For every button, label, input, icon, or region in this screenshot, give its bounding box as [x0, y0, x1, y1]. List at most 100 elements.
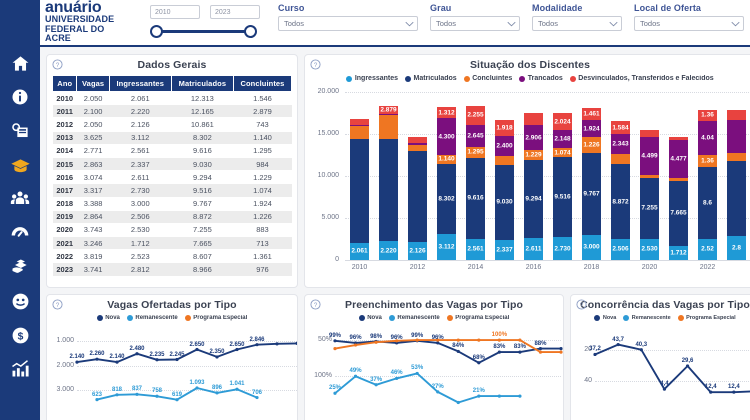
sidebar-item-cultura[interactable] [0, 284, 40, 318]
bar-segment[interactable] [726, 152, 747, 162]
table-row[interactable]: 2016 3.074 2.611 9.294 1.229 [52, 170, 292, 185]
data-point[interactable] [732, 390, 736, 394]
data-point[interactable] [436, 338, 440, 342]
data-point[interactable] [155, 358, 159, 362]
bar-segment[interactable]: 7.665 [668, 181, 689, 246]
bar-segment[interactable]: 9.616 [465, 157, 486, 239]
data-point[interactable] [75, 360, 79, 364]
bar-segment[interactable]: 2.8 [726, 236, 747, 260]
bar-group[interactable]: 1.312 4.300 1.140 8.302 3.112 [432, 92, 461, 260]
data-point[interactable] [135, 352, 139, 356]
data-point[interactable] [685, 364, 690, 368]
table-column-header[interactable]: Ano [51, 75, 78, 92]
question-circle-icon[interactable]: ? [310, 59, 321, 70]
bar-segment[interactable] [494, 156, 515, 165]
data-point[interactable] [295, 341, 298, 345]
sidebar-item-orcamento[interactable]: $ [0, 318, 40, 352]
bar-group[interactable]: 1.584 2.343 8.872 2.506 [606, 92, 635, 260]
bar-segment[interactable]: 1.918 [494, 120, 515, 137]
data-point[interactable] [135, 392, 139, 396]
bar-segment[interactable]: 1.584 [610, 121, 631, 135]
bar-segment[interactable] [639, 130, 660, 137]
data-point[interactable] [275, 342, 279, 346]
data-point[interactable] [616, 342, 620, 347]
bar-segment[interactable]: 1.074 [552, 148, 573, 158]
data-point[interactable] [456, 400, 460, 405]
data-point[interactable] [353, 343, 358, 347]
bar-segment[interactable] [726, 110, 747, 121]
bar-segment[interactable]: 1.295 [465, 146, 486, 158]
year-start-input[interactable]: 2010 [150, 5, 200, 19]
data-point[interactable] [215, 355, 219, 359]
bar-segment[interactable]: 2.879 [378, 106, 399, 114]
data-point[interactable] [235, 347, 239, 352]
bar-segment[interactable]: 2.220 [378, 241, 399, 260]
slider-handle-end[interactable] [244, 25, 257, 38]
data-point[interactable] [436, 390, 440, 394]
data-point[interactable] [497, 350, 501, 354]
data-point[interactable] [175, 357, 179, 362]
bar-segment[interactable]: 1.229 [523, 149, 544, 161]
bar-group[interactable]: 4.477 7.665 1.712 [664, 92, 693, 260]
table-row[interactable]: 2019 2.864 2.506 8.872 1.226 [52, 210, 292, 224]
bar-group[interactable]: 2.126 [403, 92, 432, 260]
legend-item[interactable]: Ingressantes [346, 75, 398, 82]
data-point[interactable] [518, 350, 522, 354]
legend-item[interactable]: Remanescente [623, 315, 671, 321]
data-point[interactable] [709, 390, 713, 394]
data-point[interactable] [593, 352, 597, 357]
legend-item[interactable]: Nova [96, 315, 120, 321]
year-range-slider[interactable] [150, 24, 260, 38]
data-point[interactable] [115, 360, 119, 364]
bar-segment[interactable]: 1.712 [668, 245, 689, 260]
bar-segment[interactable] [378, 115, 399, 140]
bar-group[interactable]: 2.024 2.148 1.074 9.516 2.730 [548, 92, 577, 260]
bar-group[interactable]: 2.255 2.645 1.295 9.616 2.561 [461, 92, 490, 260]
legend-item[interactable]: Matriculados [405, 75, 457, 82]
bar-segment[interactable]: 9.767 [581, 152, 602, 235]
data-point[interactable] [518, 338, 522, 342]
table-row[interactable]: 2012 2.050 2.126 10.861 743 [52, 117, 292, 132]
sidebar-item-info[interactable] [0, 80, 40, 114]
legend-item[interactable]: Nova [358, 315, 382, 321]
bar-segment[interactable]: 2.126 [407, 242, 428, 260]
legend-item[interactable]: Remanescente [388, 315, 440, 321]
data-point[interactable] [538, 350, 543, 354]
data-point[interactable] [456, 338, 460, 342]
bar-segment[interactable]: 8.6 [697, 166, 718, 239]
bar-segment[interactable]: 4.499 [639, 136, 660, 175]
table-column-header[interactable]: Ingressantes [108, 75, 172, 92]
question-circle-icon[interactable]: ? [576, 299, 587, 310]
question-circle-icon[interactable]: ? [52, 59, 63, 70]
bar-segment[interactable] [407, 144, 428, 151]
data-point[interactable] [195, 386, 199, 390]
bar-group[interactable]: 2.061 [345, 92, 374, 260]
data-point[interactable] [477, 361, 481, 365]
data-point[interactable] [333, 339, 337, 343]
data-point[interactable] [374, 340, 378, 344]
bar-segment[interactable]: 2.255 [465, 105, 486, 125]
bar-segment[interactable]: 2.645 [465, 124, 486, 147]
bar-segment[interactable] [378, 139, 399, 242]
bar-segment[interactable] [378, 113, 399, 116]
sidebar-item-indicadores[interactable] [0, 216, 40, 250]
data-point[interactable] [155, 394, 159, 398]
bar-segment[interactable]: 8.302 [436, 164, 457, 234]
data-point[interactable] [415, 338, 419, 342]
data-point[interactable] [255, 395, 259, 400]
legend-item[interactable]: Programa Especial [677, 315, 736, 321]
bar-segment[interactable] [610, 154, 631, 165]
bar-segment[interactable] [726, 120, 747, 153]
bar-segment[interactable]: 1.36 [697, 155, 718, 167]
bar-segment[interactable]: 2.561 [465, 238, 486, 260]
bar-segment[interactable]: 2.337 [494, 240, 515, 260]
bar-segment[interactable]: 1.924 [581, 120, 602, 137]
table-column-header[interactable]: Vagas [76, 75, 110, 92]
bar-segment[interactable]: 2.343 [610, 134, 631, 155]
data-point[interactable] [559, 347, 563, 351]
data-point[interactable] [497, 338, 501, 342]
bar-group[interactable]: 1.36 4.04 1.36 8.6 2.52 [693, 92, 722, 260]
data-point[interactable] [456, 349, 460, 354]
data-point[interactable] [333, 347, 337, 351]
bar-segment[interactable] [349, 118, 370, 126]
